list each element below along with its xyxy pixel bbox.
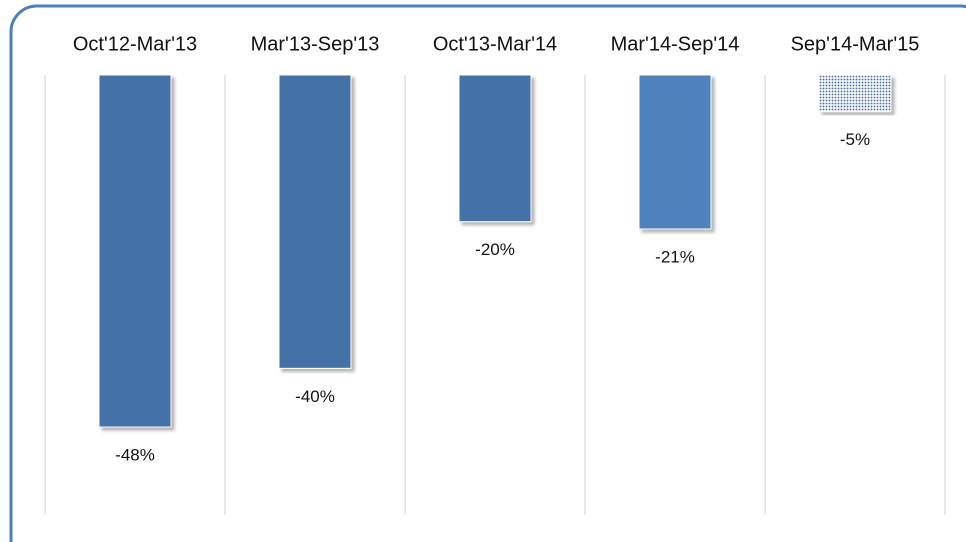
bar	[458, 74, 532, 223]
x-tick-label: Sep'14-Mar'15	[791, 33, 920, 55]
bar	[638, 74, 712, 230]
category-separators	[44, 75, 946, 515]
data-label: -20%	[475, 240, 515, 259]
x-tick-label: Oct'13-Mar'14	[433, 33, 557, 55]
data-label: -40%	[295, 387, 335, 406]
x-tick-label: Mar'13-Sep'13	[251, 33, 380, 55]
bar	[98, 74, 172, 428]
data-label: -21%	[655, 247, 695, 266]
frame	[9, 4, 966, 542]
x-tick-label: Oct'12-Mar'13	[73, 33, 197, 55]
data-label: -48%	[115, 445, 155, 464]
data-label: -5%	[840, 130, 870, 149]
bar	[278, 74, 352, 369]
x-tick-label: Mar'14-Sep'14	[611, 33, 740, 55]
bar	[818, 74, 892, 113]
